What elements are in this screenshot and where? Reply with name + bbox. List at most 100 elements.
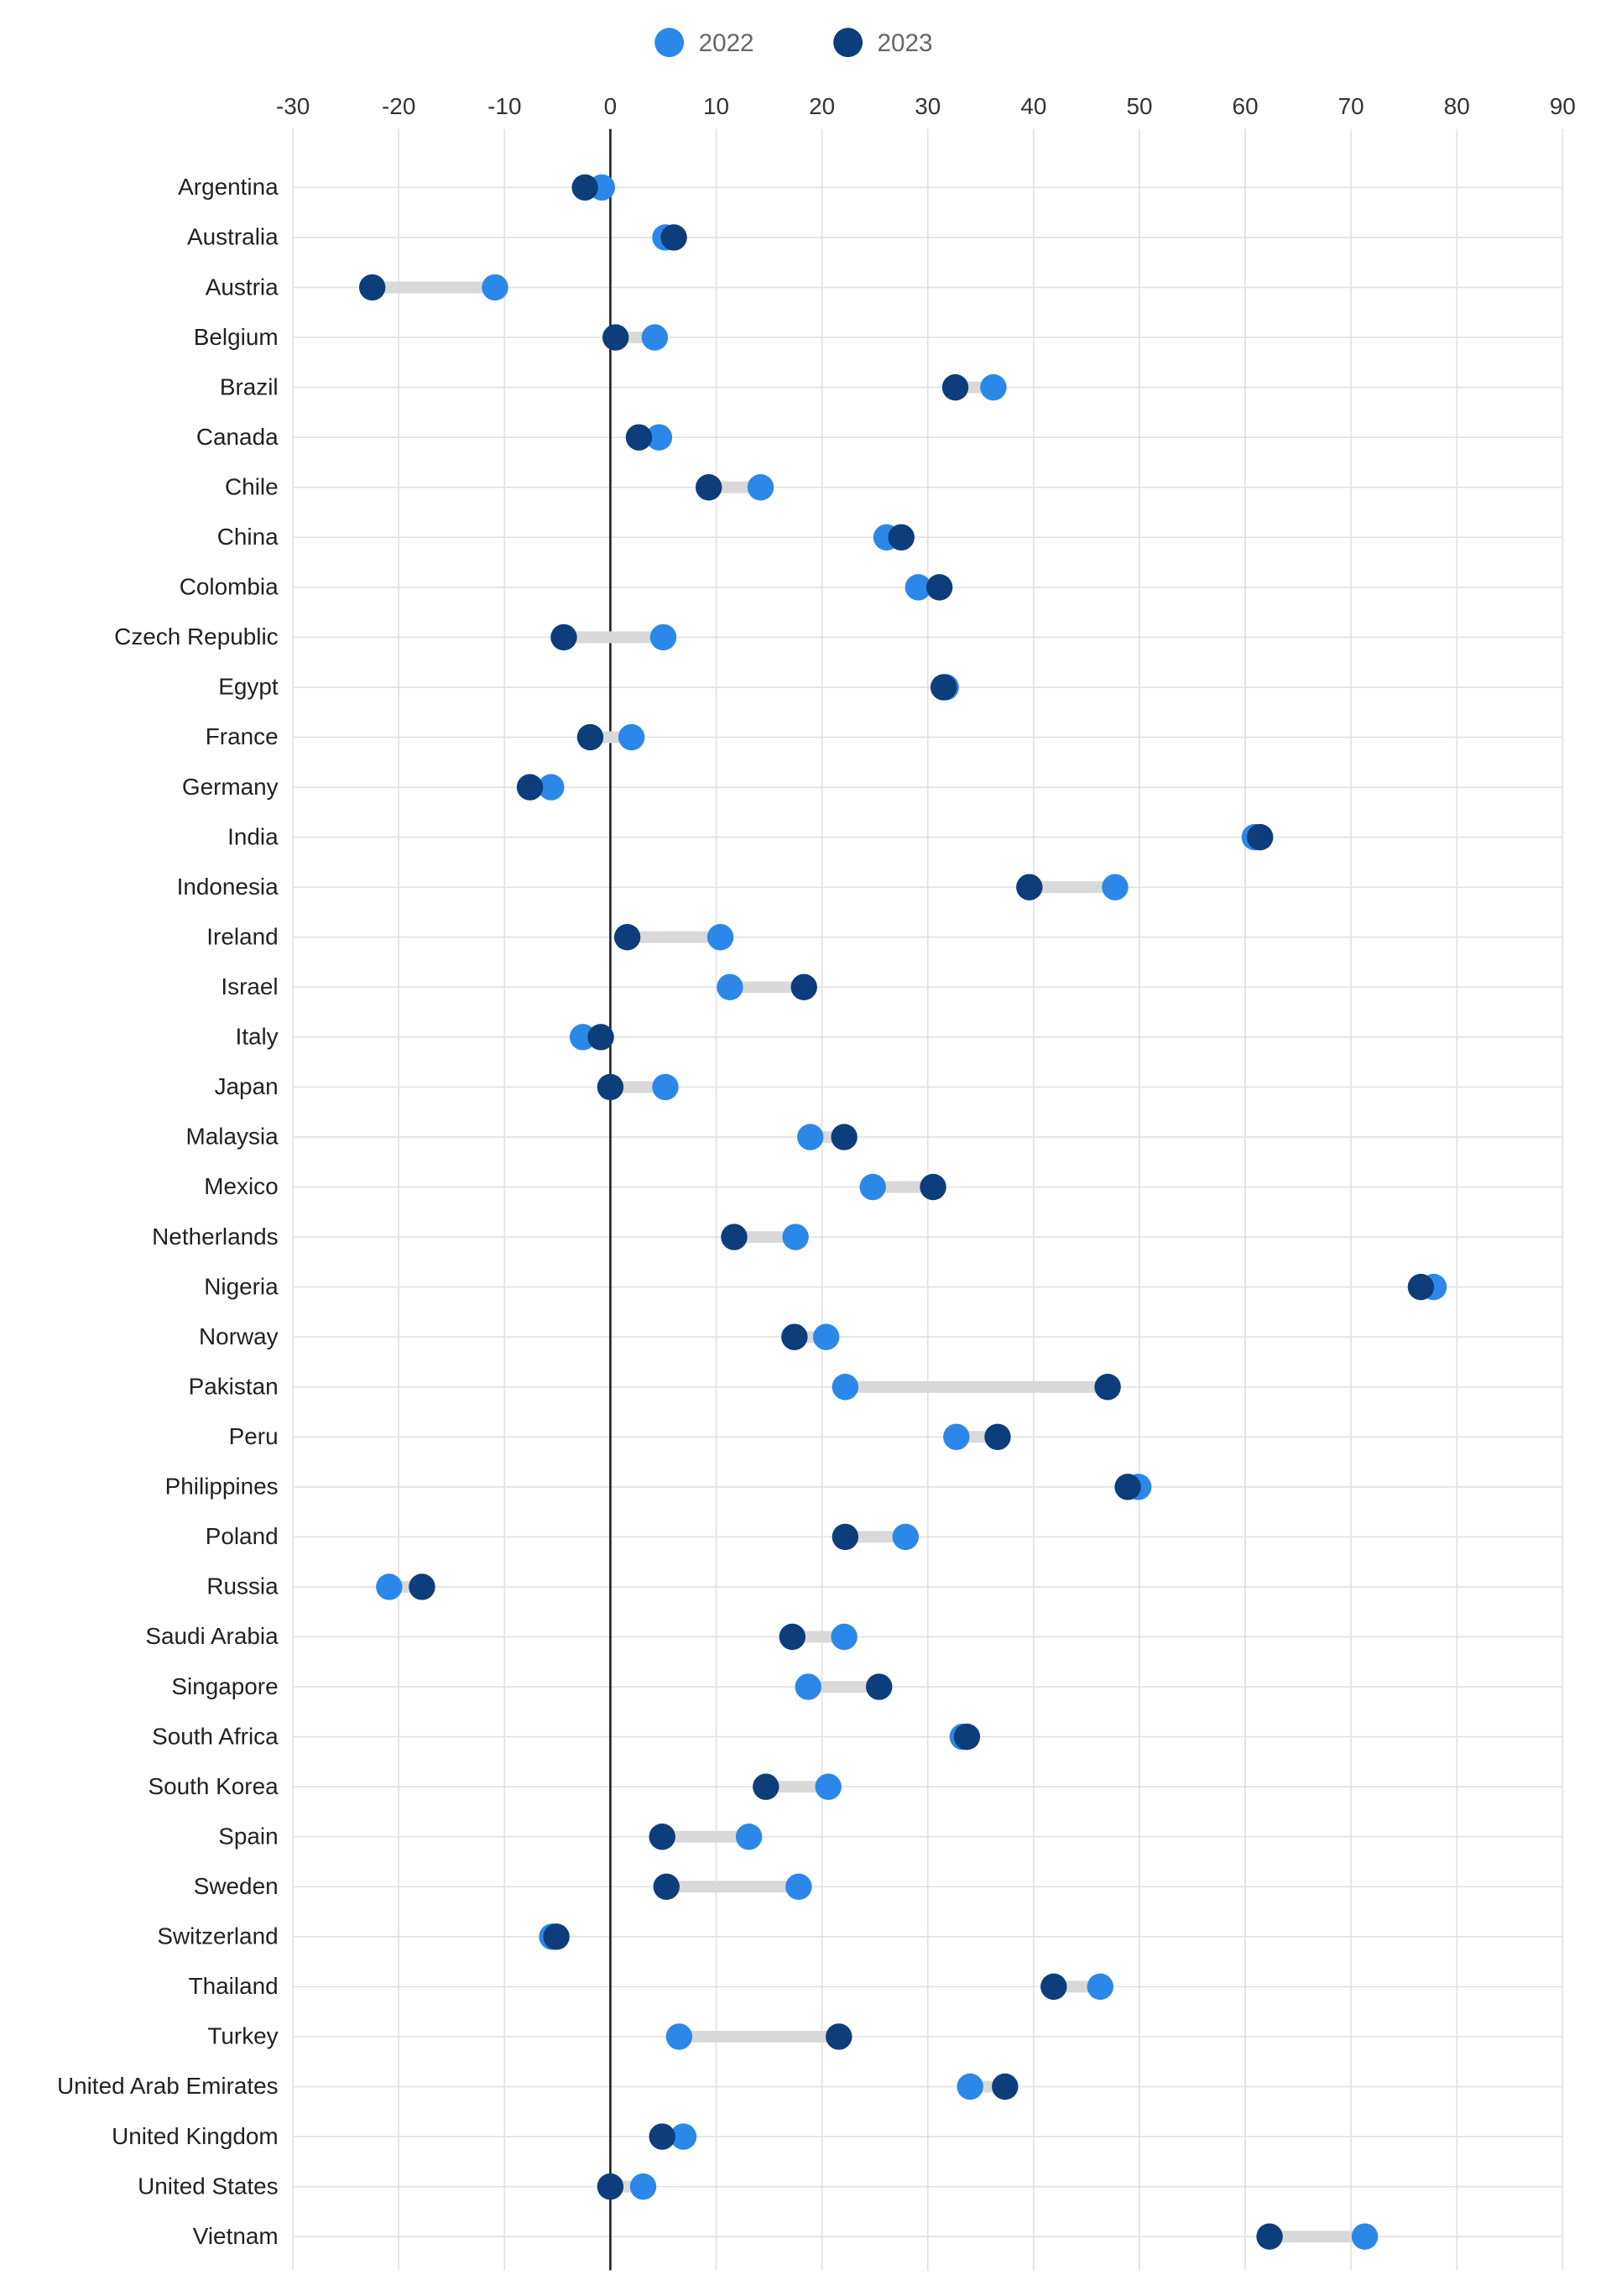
- row-ireland: Ireland: [206, 923, 734, 951]
- category-label: Netherlands: [152, 1224, 278, 1250]
- point-2022: [1351, 2223, 1379, 2250]
- row-russia: Russia: [206, 1573, 435, 1600]
- category-label: Pakistan: [189, 1373, 279, 1399]
- point-2023: [649, 2123, 675, 2150]
- row-canada: Canada: [196, 424, 673, 451]
- category-label: Philippines: [165, 1474, 279, 1500]
- point-2022: [782, 1224, 809, 1250]
- x-tick-label: -20: [382, 93, 415, 119]
- category-label: Egypt: [218, 674, 279, 700]
- x-tick-label: 60: [1233, 93, 1259, 119]
- category-label: Sweden: [194, 1873, 279, 1899]
- point-2023: [888, 524, 915, 551]
- category-label: Mexico: [204, 1173, 278, 1199]
- point-2023: [1016, 874, 1043, 900]
- category-label: Turkey: [207, 2023, 278, 2049]
- row-indonesia: Indonesia: [177, 874, 1129, 900]
- category-label: Saudi Arabia: [145, 1623, 279, 1649]
- category-label: Japan: [215, 1073, 279, 1099]
- row-south-africa: South Africa: [152, 1723, 981, 1751]
- row-germany: Germany: [182, 774, 565, 801]
- category-label: Norway: [199, 1323, 279, 1349]
- row-singapore: Singapore: [171, 1673, 893, 1700]
- point-2022: [376, 1573, 403, 1600]
- row-egypt: Egypt: [218, 674, 959, 701]
- point-2022: [641, 324, 669, 351]
- row-china: China: [217, 524, 915, 551]
- point-2022: [670, 2123, 697, 2150]
- legend-marker-2022: [654, 28, 685, 58]
- x-tick-label: -30: [276, 93, 310, 119]
- point-2022: [892, 1523, 919, 1551]
- point-2023: [516, 774, 544, 801]
- point-2023: [1256, 2223, 1283, 2250]
- point-2023: [576, 723, 604, 751]
- x-tick-label: 30: [915, 93, 941, 119]
- legend-label-2022: 2022: [699, 29, 754, 57]
- category-label: Austria: [206, 274, 279, 300]
- point-2023: [653, 1873, 680, 1900]
- category-label: United Arab Emirates: [57, 2073, 279, 2099]
- row-malaysia: Malaysia: [186, 1124, 858, 1151]
- point-2022: [812, 1323, 840, 1350]
- point-2023: [625, 424, 653, 451]
- row-turkey: Turkey: [207, 2023, 852, 2050]
- category-label: China: [217, 524, 279, 550]
- point-2023: [409, 1573, 435, 1600]
- point-2023: [781, 1323, 808, 1350]
- category-label: Vietnam: [193, 2223, 279, 2249]
- point-2022: [1102, 874, 1129, 900]
- x-axis-ticks: -30 -20 -10 0 10 20 30 40 50 60 70 80 90: [276, 93, 1576, 119]
- row-mexico: Mexico: [204, 1173, 946, 1201]
- row-italy: Italy: [235, 1024, 614, 1051]
- row-united-kingdom: United Kingdom: [112, 2123, 697, 2150]
- point-2023: [930, 674, 957, 701]
- x-tick-label: 40: [1020, 93, 1046, 119]
- point-2023: [941, 373, 969, 401]
- point-2023: [753, 1773, 779, 1800]
- row-saudi-arabia: Saudi Arabia: [145, 1623, 858, 1651]
- category-label: South Africa: [152, 1723, 279, 1749]
- point-2022: [649, 624, 677, 651]
- point-2022: [943, 1423, 970, 1450]
- point-2023: [550, 624, 577, 651]
- row-chile: Chile: [225, 473, 774, 501]
- point-2023: [992, 2073, 1019, 2100]
- category-label: Switzerland: [157, 1923, 278, 1949]
- point-2022: [1087, 1973, 1114, 2001]
- category-label: Poland: [206, 1523, 279, 1549]
- point-2022: [832, 1374, 859, 1401]
- point-2023: [831, 1124, 858, 1151]
- category-label: Nigeria: [204, 1273, 279, 1299]
- row-united-states: United States: [138, 2173, 657, 2200]
- point-2022: [980, 373, 1007, 401]
- point-2023: [790, 973, 817, 1001]
- point-2022: [785, 1873, 812, 1900]
- category-label: Russia: [206, 1573, 279, 1599]
- point-2022: [717, 973, 743, 1001]
- category-label: Indonesia: [177, 874, 279, 900]
- category-label: Israel: [221, 973, 278, 999]
- point-2022: [831, 1623, 858, 1651]
- point-2023: [984, 1423, 1011, 1450]
- point-2023: [597, 2173, 624, 2200]
- point-2022: [905, 574, 932, 601]
- x-tick-label: 70: [1338, 93, 1364, 119]
- x-tick-label: 80: [1444, 93, 1470, 119]
- row-austria: Austria: [206, 274, 508, 301]
- row-australia: Australia: [187, 224, 687, 251]
- grid: [292, 128, 1564, 2271]
- point-2022: [797, 1124, 824, 1151]
- point-2022: [665, 2023, 693, 2050]
- row-argentina: Argentina: [178, 174, 616, 201]
- point-2022: [815, 1773, 842, 1800]
- point-2023: [649, 1824, 675, 1850]
- point-2023: [1407, 1273, 1435, 1301]
- point-2023: [571, 174, 598, 201]
- row-poland: Poland: [206, 1523, 919, 1551]
- row-france: France: [206, 723, 645, 751]
- category-label: Argentina: [178, 174, 279, 200]
- x-tick-label: 90: [1550, 93, 1576, 119]
- x-tick-label: 10: [703, 93, 729, 119]
- category-label: United Kingdom: [112, 2123, 279, 2149]
